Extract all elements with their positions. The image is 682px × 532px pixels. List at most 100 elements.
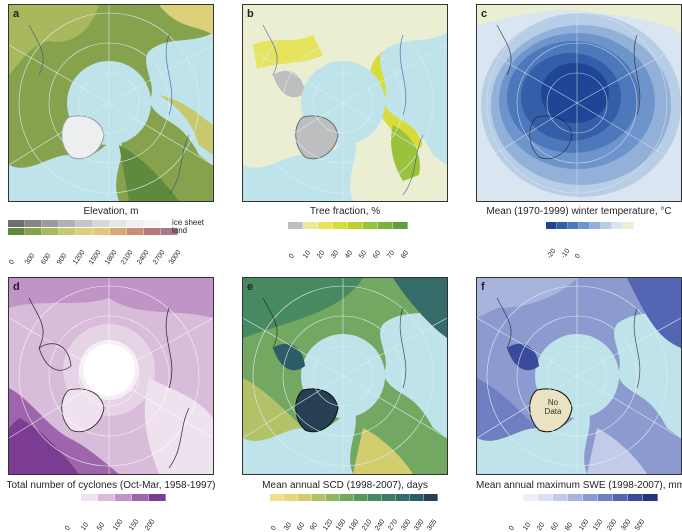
colorbar-swatch [643, 494, 658, 501]
panel-caption: Tree fraction, % [309, 206, 381, 217]
colorbar-swatch [424, 494, 438, 501]
colorbar-swatch [598, 494, 613, 501]
colorbar-swatch [42, 228, 59, 235]
colorbar-swatch [76, 228, 93, 235]
colorbar-tick-label: 90 [309, 521, 320, 532]
colorbar-swatch [93, 220, 110, 227]
colorbar-swatch [270, 494, 284, 501]
tree-fraction-map [243, 5, 447, 201]
colorbar-swatch [312, 494, 326, 501]
colorbar-swatch [523, 494, 538, 501]
colorbar-swatch [583, 494, 598, 501]
colorbar-tick-label: 2400 [136, 249, 151, 267]
colorbar-swatch [546, 222, 557, 229]
colorbar-swatch [81, 494, 98, 501]
colorbar-tick-label: 30 [330, 249, 341, 261]
colorbar-swatch [25, 220, 42, 227]
colorbar-swatch [76, 220, 93, 227]
colorbar-tick-label: 200 [144, 518, 157, 532]
map-panel-b: b [242, 4, 448, 202]
colorbar-tick-label: 0 [574, 252, 582, 261]
colorbar-tree-fraction [288, 222, 408, 229]
colorbar-tick-label: 0 [508, 524, 516, 532]
colorbar-swatch [42, 220, 59, 227]
cyclone-count-map [9, 278, 213, 474]
colorbar-swatch [340, 494, 354, 501]
colorbar-swatch [284, 494, 298, 501]
panel-caption: Elevation, m [83, 206, 139, 217]
colorbar-swatch [127, 220, 144, 227]
panel-caption: Total number of cyclones (Oct-Mar, 1958-… [6, 480, 216, 491]
colorbar-tick-label: 150 [128, 518, 141, 532]
colorbar-swatch [288, 222, 303, 229]
colorbar-tick-label: 10 [522, 521, 533, 532]
colorbar-swatch [396, 494, 410, 501]
colorbar-swatch [127, 228, 144, 235]
colorbar-temperature [546, 222, 634, 229]
colorbar-tick-label: 180 [348, 518, 361, 532]
panel-letter: a [13, 8, 20, 20]
colorbar-swatch [144, 228, 161, 235]
colorbar-tick-label: 0 [64, 524, 72, 532]
colorbar-tick-label: 240 [374, 518, 387, 532]
colorbar-swatch [110, 228, 127, 235]
colorbar-swatch [613, 494, 628, 501]
panel-caption: Mean annual maximum SWE (1998-2007), mm [476, 480, 682, 491]
colorbar-swatch [110, 220, 127, 227]
colorbar-tick-label: -20 [546, 247, 558, 261]
colorbar-tick-label: 600 [40, 252, 53, 267]
colorbar-swatch [508, 494, 523, 501]
colorbar-swatch [298, 494, 312, 501]
colorbar-swatch [382, 494, 396, 501]
colorbar-swatch [98, 494, 115, 501]
colorbar-tick-label: 0 [288, 252, 296, 261]
colorbar-swatch [93, 228, 110, 235]
legend-label-ice-sheet: ice sheet [172, 218, 205, 227]
panel-letter: c [481, 8, 488, 20]
colorbar-tick-label: 120 [322, 518, 335, 532]
snow-cover-duration-map [243, 278, 447, 474]
colorbar-snow-cover-days [270, 494, 438, 501]
colorbar-swatch [115, 494, 132, 501]
colorbar-tick-label: 300 [400, 518, 413, 532]
panel-letter: d [13, 281, 20, 293]
colorbar-swatch [348, 222, 363, 229]
colorbar-tick-label: 150 [335, 518, 348, 532]
colorbar-swatch [59, 220, 76, 227]
colorbar-swatch [557, 222, 568, 229]
colorbar-tick-label: 60 [372, 249, 383, 261]
panel-caption: Mean (1970-1999) winter temperature, °C [486, 206, 672, 217]
map-panel-c: c [476, 4, 682, 202]
colorbar-swatch [132, 494, 149, 501]
colorbar-tick-label: 200 [606, 518, 619, 532]
colorbar-swatch [333, 222, 348, 229]
colorbar-swatch [590, 222, 601, 229]
colorbar-tick-label: 20 [536, 521, 547, 532]
colorbar-tick-label: 40 [344, 249, 355, 261]
colorbar-swatch [161, 220, 178, 227]
colorbar-tick-label: 20 [316, 249, 327, 261]
colorbar-swe [508, 494, 658, 501]
map-panel-e: e [242, 277, 448, 475]
colorbar-tick-label: 100 [112, 518, 125, 532]
colorbar-swatch [326, 494, 340, 501]
panel-letter: f [481, 281, 485, 293]
colorbar-tick-label: 365 [426, 518, 439, 532]
map-panel-f: f No Data [476, 277, 682, 475]
colorbar-tick-label: 270 [387, 518, 400, 532]
map-panel-d: d [8, 277, 214, 475]
elevation-map [9, 5, 213, 201]
colorbar-swatch [612, 222, 623, 229]
colorbar-swatch [8, 228, 25, 235]
colorbar-tick-label: 300 [620, 518, 633, 532]
colorbar-swatch [538, 494, 553, 501]
colorbar-swatch [393, 222, 408, 229]
colorbar-tick-label: 50 [358, 249, 369, 261]
colorbar-swatch [8, 220, 25, 227]
colorbar-tick-label: 500 [634, 518, 647, 532]
colorbar-tick-label: 330 [413, 518, 426, 532]
colorbar-swatch [568, 494, 583, 501]
colorbar-swatch [623, 222, 634, 229]
colorbar-tick-label: 80 [400, 249, 411, 261]
colorbar-cyclones [64, 494, 166, 501]
